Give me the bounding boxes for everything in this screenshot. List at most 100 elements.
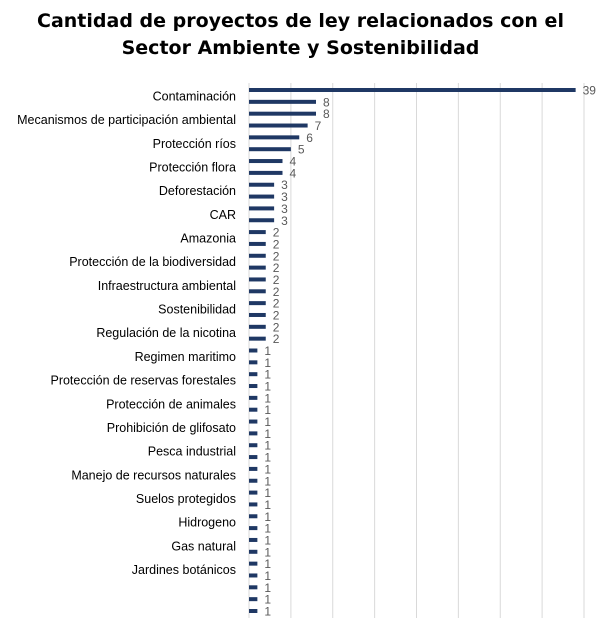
bar bbox=[249, 159, 283, 164]
bar bbox=[249, 230, 266, 235]
bar bbox=[249, 218, 275, 223]
data-label: 2 bbox=[273, 249, 280, 263]
data-label: 3 bbox=[281, 190, 288, 204]
bar bbox=[249, 241, 266, 246]
category-label: Prohibición de glifosato bbox=[107, 421, 236, 435]
data-label: 3 bbox=[281, 214, 288, 228]
data-label: 2 bbox=[273, 332, 280, 346]
gridlines bbox=[248, 83, 585, 618]
bar bbox=[249, 502, 258, 507]
bar bbox=[249, 585, 258, 590]
bar bbox=[249, 490, 258, 495]
data-label: 2 bbox=[273, 285, 280, 299]
bar bbox=[249, 147, 291, 152]
bar bbox=[249, 265, 266, 270]
bar bbox=[249, 348, 258, 353]
data-label: 1 bbox=[264, 356, 271, 370]
category-label: CAR bbox=[210, 208, 236, 222]
bar bbox=[249, 573, 258, 578]
bar bbox=[249, 312, 266, 317]
data-label: 1 bbox=[264, 439, 271, 453]
data-label: 1 bbox=[264, 605, 271, 619]
data-label: 1 bbox=[264, 474, 271, 488]
bar bbox=[249, 431, 258, 436]
bars bbox=[249, 88, 576, 613]
bar bbox=[249, 123, 308, 128]
bar bbox=[249, 561, 258, 566]
chart-title-line-2: Sector Ambiente y Sostenibilidad bbox=[121, 37, 480, 59]
bar bbox=[249, 537, 258, 542]
category-label: Manejo de recursos naturales bbox=[71, 468, 236, 482]
category-label: Infraestructura ambiental bbox=[98, 279, 236, 293]
data-label: 1 bbox=[264, 380, 271, 394]
category-label: Regulación de la nicotina bbox=[96, 326, 236, 340]
category-label: Sostenibilidad bbox=[158, 303, 236, 317]
category-label: Hidrogeno bbox=[178, 516, 236, 530]
category-label: Jardines botánicos bbox=[132, 563, 236, 577]
data-label: 2 bbox=[273, 261, 280, 275]
category-labels: Contaminación Mecanismos de participación… bbox=[17, 89, 236, 577]
data-label: 2 bbox=[273, 237, 280, 251]
bar bbox=[249, 455, 258, 460]
bar bbox=[249, 88, 576, 92]
bar bbox=[249, 194, 275, 199]
data-label: 1 bbox=[264, 368, 271, 382]
data-label: 1 bbox=[264, 427, 271, 441]
category-label: Pesca industrial bbox=[148, 445, 236, 459]
data-label: 1 bbox=[264, 510, 271, 524]
data-label: 1 bbox=[264, 486, 271, 500]
bar bbox=[249, 384, 258, 389]
data-label: 1 bbox=[264, 593, 271, 607]
data-label: 1 bbox=[264, 557, 271, 571]
category-label: Contaminación bbox=[153, 89, 236, 103]
category-label: Protección de animales bbox=[106, 397, 236, 411]
data-label: 1 bbox=[264, 415, 271, 429]
bar bbox=[249, 99, 316, 104]
bar bbox=[249, 324, 266, 329]
data-label: 1 bbox=[264, 403, 271, 417]
bar bbox=[249, 443, 258, 448]
bar bbox=[249, 514, 258, 519]
category-label: Amazonia bbox=[180, 232, 236, 246]
data-label: 8 bbox=[323, 95, 330, 109]
data-label: 2 bbox=[273, 297, 280, 311]
data-label: 1 bbox=[264, 462, 271, 476]
data-label: 8 bbox=[323, 107, 330, 121]
bar bbox=[249, 206, 275, 211]
data-label: 4 bbox=[290, 166, 297, 180]
data-label: 4 bbox=[290, 155, 297, 169]
bar bbox=[249, 395, 258, 400]
bar bbox=[249, 111, 316, 116]
category-label: Gas natural bbox=[171, 539, 236, 553]
category-label: Protección de la biodiversidad bbox=[69, 255, 236, 269]
data-label: 1 bbox=[264, 533, 271, 547]
data-label: 3 bbox=[281, 178, 288, 192]
chart-title-line-1: Cantidad de proyectos de ley relacionado… bbox=[37, 10, 564, 32]
data-labels: 3988765443333222222222211111111111111111… bbox=[264, 84, 596, 619]
bar bbox=[249, 336, 266, 341]
bar bbox=[249, 360, 258, 365]
data-label: 2 bbox=[273, 273, 280, 287]
data-label: 2 bbox=[273, 320, 280, 334]
category-label: Regimen maritimo bbox=[135, 350, 236, 364]
bar bbox=[249, 478, 258, 483]
category-label: Protección ríos bbox=[153, 137, 236, 151]
data-label: 5 bbox=[298, 143, 305, 157]
data-label: 7 bbox=[315, 119, 322, 133]
bar bbox=[249, 372, 258, 377]
bar bbox=[249, 253, 266, 258]
data-label: 1 bbox=[264, 451, 271, 465]
data-label: 1 bbox=[264, 391, 271, 405]
data-label: 39 bbox=[583, 84, 597, 98]
data-label: 1 bbox=[264, 522, 271, 536]
category-label: Protección flora bbox=[149, 160, 236, 174]
data-label: 3 bbox=[281, 202, 288, 216]
data-label: 1 bbox=[264, 545, 271, 559]
category-label: Suelos protegidos bbox=[136, 492, 236, 506]
data-label: 2 bbox=[273, 226, 280, 240]
bar bbox=[249, 419, 258, 424]
bar bbox=[249, 597, 258, 602]
bar bbox=[249, 170, 283, 175]
data-label: 1 bbox=[264, 569, 271, 583]
